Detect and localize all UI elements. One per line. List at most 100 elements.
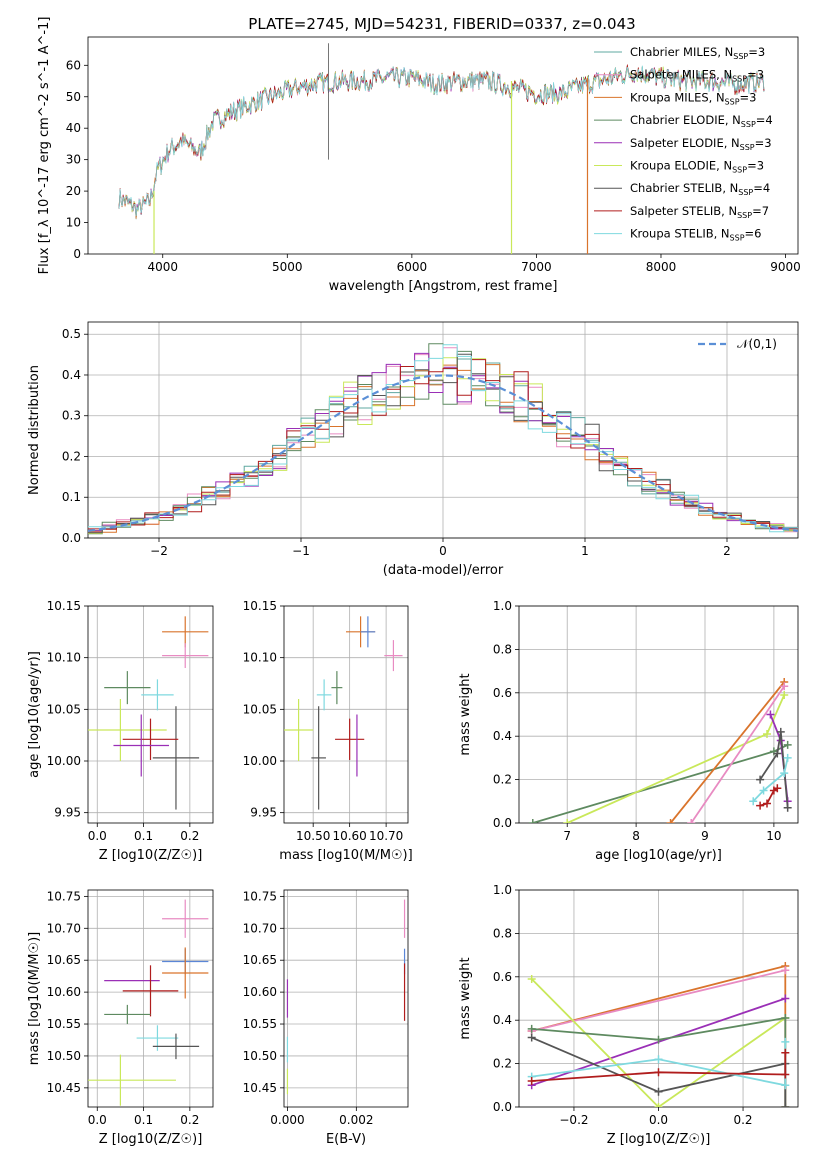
series-marker	[781, 994, 790, 1003]
axes-frame	[87, 889, 214, 1108]
series-marker	[654, 1055, 663, 1064]
panel-weight-vs-Z: −0.2 0.0 0.2 0.0 0.2 0.4 0.6 0.8 1.0 Z [log10(Z/Z…	[458, 883, 799, 1147]
x-tick-label: 6000	[397, 260, 428, 274]
x-tick-label: 0.2	[180, 1113, 199, 1127]
axes-frame	[87, 605, 214, 824]
panel-mass-vs-EBV: 0.000 0.002 10.45 10.50 10.55 10.60 10.65 10.70…	[243, 889, 409, 1147]
x-tick-label: 5000	[272, 260, 303, 274]
legend-entry: 𝒩(0,1)	[737, 337, 777, 351]
series-marker	[780, 690, 789, 699]
series-line	[532, 744, 789, 823]
y-tick-label: 9.95	[250, 806, 277, 820]
x-tick-label: 10.60	[332, 829, 366, 843]
series-marker	[527, 1024, 536, 1033]
y-tick-label: 10.10	[243, 651, 277, 665]
x-tick-label: 10.70	[369, 829, 403, 843]
series-marker	[763, 799, 771, 808]
y-tick-label: 10.55	[243, 1017, 277, 1031]
panel-spectrum: 4000 5000 6000 7000 8000 9000 0 10 20 30 40 50 60 wav…	[37, 17, 801, 294]
histogram-step	[88, 344, 798, 533]
y-axis-label: mass weight	[458, 673, 473, 755]
y-tick-label: 0.6	[493, 686, 512, 700]
series-marker	[781, 1081, 790, 1090]
series-marker	[749, 797, 758, 806]
series-line	[669, 681, 785, 823]
series-marker	[766, 710, 775, 719]
y-tick-label: 10.75	[243, 889, 277, 903]
series-marker	[773, 749, 782, 758]
series-marker	[780, 769, 789, 778]
x-tick-label: −1	[292, 544, 310, 558]
series-marker	[563, 819, 572, 823]
panel-weight-vs-age: 7 8 9 10 0.0 0.2 0.4 0.6 0.8 1.0 age [log10(age/yr…	[458, 599, 799, 863]
x-axis-label: Z [log10(Z/Z☉)]	[99, 1132, 203, 1147]
y-tick-label: 10.45	[47, 1081, 81, 1095]
x-tick-label: 0.2	[733, 1113, 752, 1127]
series-line	[759, 787, 778, 807]
series-line	[531, 1052, 787, 1082]
x-axis-label: Z [log10(Z/Z☉)]	[99, 848, 203, 863]
legend-entry: Salpeter STELIB, NSSP=7	[630, 204, 769, 220]
x-tick-label: 1	[581, 544, 589, 558]
y-tick-label: 10.15	[47, 599, 81, 613]
x-tick-label: 0.0	[88, 829, 107, 843]
plot-area	[118, 43, 765, 254]
y-tick-label: 10.00	[243, 754, 277, 768]
y-tick-label: 10.70	[47, 921, 81, 935]
y-tick-label: 10.00	[47, 754, 81, 768]
series-line	[752, 757, 789, 802]
y-tick-label: 1.0	[493, 599, 512, 613]
x-axis-label: mass [log10(M/M☉)]	[279, 848, 412, 863]
series-marker	[756, 775, 765, 784]
x-tick-label: 8	[632, 829, 640, 843]
series-marker	[763, 730, 771, 739]
y-tick-label: 10.45	[243, 1081, 277, 1095]
y-tick-label: 0	[73, 247, 81, 261]
plot-area	[284, 616, 403, 810]
axes-frame	[283, 889, 409, 1108]
y-tick-label: 0.4	[493, 1013, 512, 1027]
series-marker	[528, 819, 537, 823]
series-marker	[783, 803, 792, 812]
x-tick-label: 10	[766, 829, 781, 843]
x-tick-label: 9	[701, 829, 709, 843]
normal-curve	[88, 374, 798, 532]
series-marker	[781, 1037, 790, 1046]
series-marker	[781, 1070, 790, 1079]
y-tick-label: 10.65	[243, 953, 277, 967]
legend-entry: Chabrier ELODIE, NSSP=4	[630, 113, 773, 129]
y-tick-label: 10.10	[47, 651, 81, 665]
y-axis-label: Normed distribution	[27, 365, 42, 495]
series-marker	[756, 801, 765, 810]
y-tick-label: 0.1	[62, 490, 81, 504]
y-tick-label: 0.0	[493, 1100, 512, 1114]
y-tick-label: 30	[66, 153, 81, 167]
series-marker	[654, 1087, 663, 1096]
panel-age-vs-Z: 0.0 0.1 0.2 9.95 10.00 10.05 10.10 10.15 Z [log1…	[27, 599, 214, 863]
x-axis-label: E(B-V)	[326, 1132, 366, 1147]
x-axis-label: wavelength [Angstrom, rest frame]	[329, 279, 558, 294]
series-marker	[781, 966, 790, 975]
panel-age-vs-mass: 10.50 10.60 10.70 9.95 10.00 10.05 10.10 10.15 m…	[243, 599, 413, 863]
y-axis-label: Flux [f_λ 10^-17 erg cm^-2 s^-1 A^-1]	[37, 17, 52, 275]
y-tick-label: 10.55	[47, 1017, 81, 1031]
x-tick-label: 9000	[770, 260, 801, 274]
x-axis-label: (data-model)/error	[383, 563, 504, 578]
histogram-step	[88, 352, 798, 532]
y-tick-label: 40	[66, 121, 81, 135]
x-tick-label: 4000	[147, 260, 178, 274]
y-tick-label: 20	[66, 184, 81, 198]
y-tick-label: 0.5	[62, 327, 81, 341]
y-tick-label: 10.60	[243, 985, 277, 999]
series-line	[690, 685, 785, 823]
x-tick-label: 0.002	[339, 1113, 373, 1127]
y-tick-label: 10.05	[47, 702, 81, 716]
series-line	[531, 978, 786, 1107]
y-tick-label: 0.4	[62, 368, 81, 382]
series-marker	[527, 1076, 536, 1085]
y-tick-label: 10	[66, 216, 81, 230]
panel-residual-histogram: −2 −1 0 1 2 0.0 0.1 0.2 0.3 0.4 0.5 (data-model)/er…	[27, 321, 799, 578]
x-tick-label: 0.2	[180, 829, 199, 843]
y-tick-label: 0.8	[493, 926, 512, 940]
